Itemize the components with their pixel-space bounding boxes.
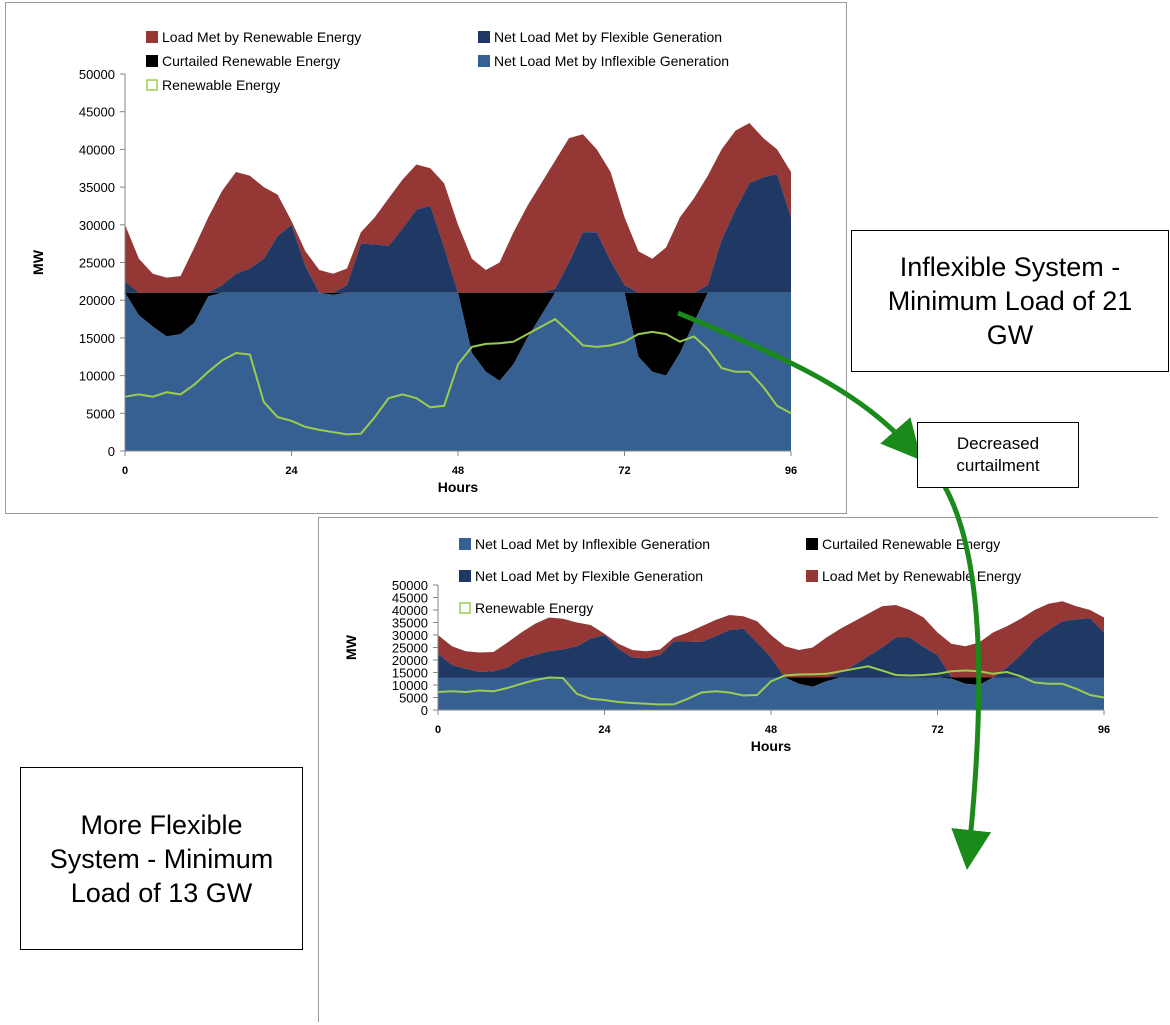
line-renewable-energy bbox=[437, 665, 1105, 706]
legend-label: Net Load Met by Flexible Generation bbox=[475, 568, 703, 584]
area-curtailed-renewable bbox=[125, 292, 791, 381]
decreased-curtailment-callout: Decreased curtailment bbox=[917, 422, 1079, 488]
y-tick-label: 40000 bbox=[79, 142, 115, 157]
legend-label: Net Load Met by Flexible Generation bbox=[494, 29, 722, 45]
y-tick-label: 15000 bbox=[79, 331, 115, 346]
flexible-system-chart: 0500010000150002000025000300003500040000… bbox=[343, 536, 1110, 754]
legend-label: Load Met by Renewable Energy bbox=[162, 29, 361, 45]
area-net-load-flexible bbox=[125, 174, 791, 293]
x-tick-label: 0 bbox=[122, 465, 128, 477]
x-axis-title: Hours bbox=[438, 479, 479, 495]
legend-marker bbox=[478, 55, 490, 67]
y-tick-label: 45000 bbox=[79, 105, 115, 120]
y-tick-label: 50000 bbox=[79, 67, 115, 82]
legend-label: Curtailed Renewable Energy bbox=[162, 53, 340, 69]
top-chart-panel: 0 5000 10000 15000 20000 25000 30000 35000 40000… bbox=[5, 2, 847, 514]
x-tick-label: 96 bbox=[1098, 724, 1110, 736]
legend-label: Renewable Energy bbox=[475, 600, 593, 616]
x-axis-title: Hours bbox=[751, 738, 792, 754]
area-load-met-by-renewable bbox=[438, 601, 1104, 678]
y-tick-label: 25000 bbox=[392, 641, 428, 656]
y-tick-label: 40000 bbox=[392, 603, 428, 618]
y-tick-label: 20000 bbox=[392, 653, 428, 668]
y-tick-label: 5000 bbox=[86, 406, 115, 421]
y-tick-label: 5000 bbox=[399, 691, 428, 706]
x-tick-label: 0 bbox=[435, 724, 441, 736]
legend-marker bbox=[459, 570, 471, 582]
y-tick-label: 45000 bbox=[392, 591, 428, 606]
legend-label: Net Load Met by Inflexible Generation bbox=[475, 536, 710, 552]
legend-label: Renewable Energy bbox=[162, 77, 280, 93]
inflexible-system-callout: Inflexible System - Minimum Load of 21 G… bbox=[851, 230, 1169, 372]
line-renewable-energy bbox=[124, 317, 792, 436]
x-tick-label: 24 bbox=[598, 724, 611, 736]
y-tick-label: 15000 bbox=[392, 666, 428, 681]
inflexible-system-chart: 0 5000 10000 15000 20000 25000 30000 35000 40000… bbox=[30, 29, 797, 495]
area-curtailed-renewable bbox=[438, 677, 1104, 687]
x-tick-label: 48 bbox=[452, 465, 464, 477]
area-net-load-inflexible bbox=[125, 292, 791, 451]
legend-label: Net Load Met by Inflexible Generation bbox=[494, 53, 729, 69]
y-tick-label: 0 bbox=[108, 444, 115, 459]
y-tick-label: 20000 bbox=[79, 293, 115, 308]
y-tick-label: 30000 bbox=[79, 218, 115, 233]
legend-marker bbox=[146, 55, 158, 67]
y-tick-label: 35000 bbox=[392, 616, 428, 631]
legend-label: Curtailed Renewable Energy bbox=[822, 536, 1000, 552]
legend-marker bbox=[146, 79, 158, 91]
flexible-system-callout: More Flexible System - Minimum Load of 1… bbox=[20, 767, 303, 950]
y-tick-label: 10000 bbox=[79, 369, 115, 384]
x-tick-label: 96 bbox=[785, 465, 797, 477]
y-tick-label: 25000 bbox=[79, 256, 115, 271]
y-tick-label: 10000 bbox=[392, 678, 428, 693]
y-tick-label: 30000 bbox=[392, 628, 428, 643]
y-tick-label: 0 bbox=[421, 703, 428, 718]
y-tick-label: 50000 bbox=[392, 578, 428, 593]
y-axis-title: MW bbox=[30, 249, 46, 275]
legend-marker bbox=[806, 538, 818, 550]
x-tick-label: 72 bbox=[618, 465, 630, 477]
x-tick-label: 24 bbox=[285, 465, 298, 477]
area-net-load-inflexible bbox=[438, 677, 1104, 710]
legend-marker bbox=[806, 570, 818, 582]
legend-marker bbox=[146, 31, 158, 43]
x-tick-label: 48 bbox=[765, 724, 777, 736]
legend-marker bbox=[459, 602, 471, 614]
area-load-met-by-renewable bbox=[125, 123, 791, 293]
y-axis-title: MW bbox=[343, 634, 359, 660]
x-tick-label: 72 bbox=[931, 724, 943, 736]
curtailment-arrow-bottom bbox=[942, 485, 992, 870]
legend-marker bbox=[478, 31, 490, 43]
y-tick-label: 35000 bbox=[79, 180, 115, 195]
bottom-chart-panel: 0 5000 10000 15000 20000 25000 30000 35000 40000… bbox=[318, 517, 1158, 1022]
area-net-load-flexible bbox=[438, 618, 1104, 678]
curtailment-arrow-top bbox=[677, 310, 922, 461]
legend-marker bbox=[459, 538, 471, 550]
